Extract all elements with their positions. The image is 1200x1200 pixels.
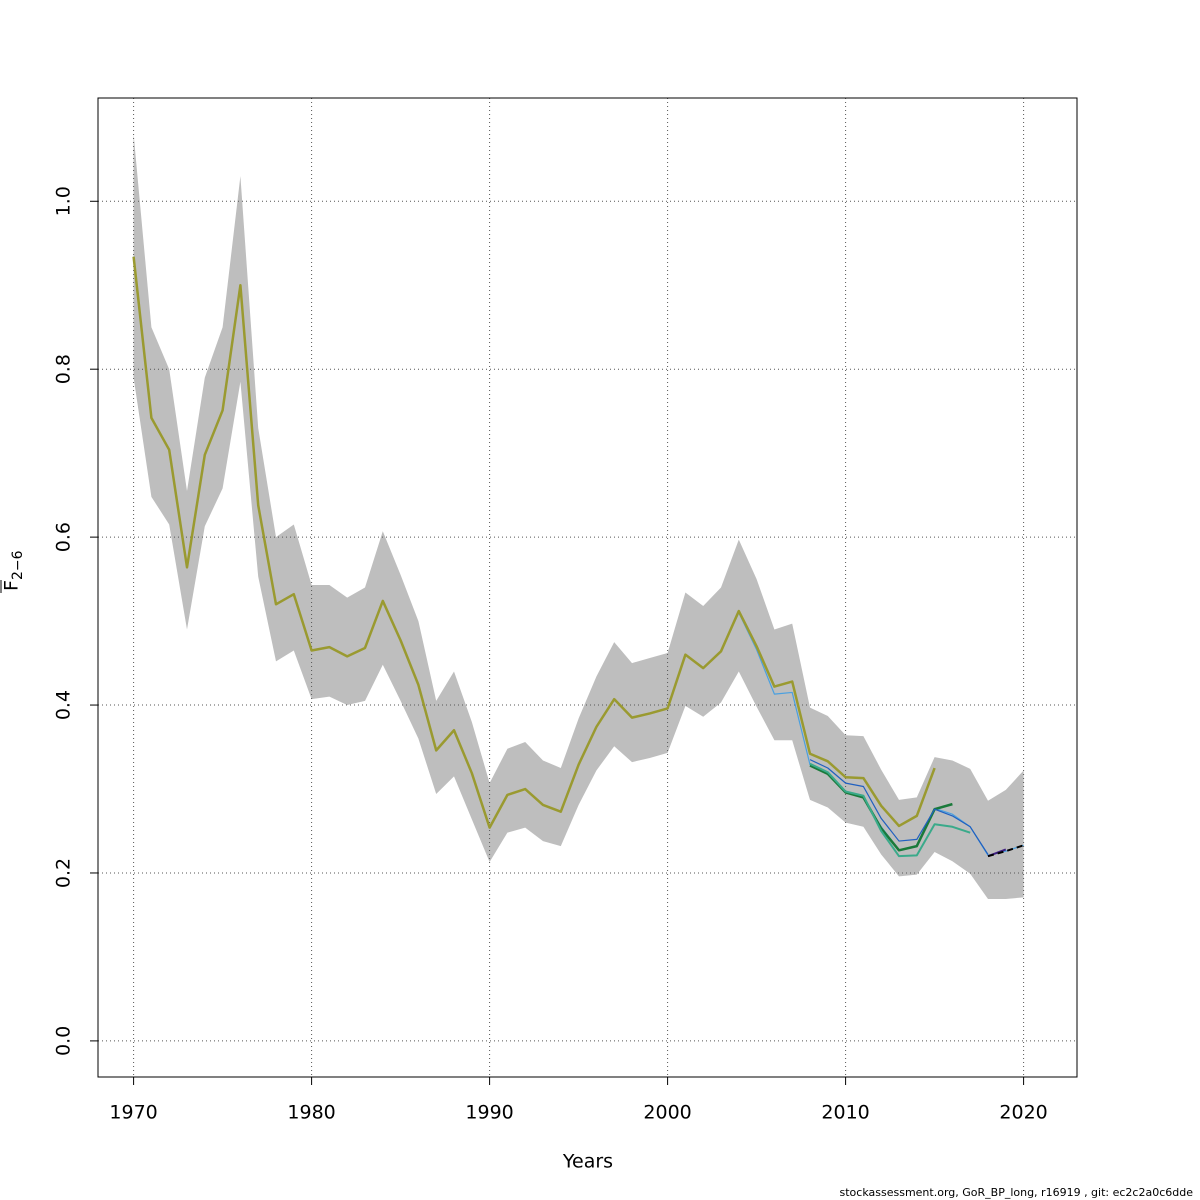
y-tick-label: 0.6 (53, 522, 75, 552)
y-tick-label-group: 1.0 (53, 186, 75, 216)
y-axis-label-sub: 2−6 (10, 550, 26, 580)
plot-frame (97, 97, 1078, 1078)
x-tick-label: 1970 (109, 1102, 157, 1124)
y-tick-label-group: 0.2 (53, 858, 75, 888)
y-tick-label: 0.2 (53, 858, 75, 888)
footnote: stockassessment.org, GoR_BP_long, r16919… (840, 1186, 1194, 1199)
x-tick-label: 1980 (287, 1102, 335, 1124)
series-line (987, 844, 1024, 858)
x-tick-label: 2020 (999, 1102, 1047, 1124)
y-tick-label: 1.0 (53, 186, 75, 216)
y-tick-label: 0.0 (53, 1026, 75, 1056)
y-axis-label-group: F 2−6 (0, 550, 26, 593)
x-tick-label: 2000 (643, 1102, 691, 1124)
y-tick-label-group: 0.8 (53, 354, 75, 384)
y-tick-label-group: 0.6 (53, 522, 75, 552)
y-tick-label: 0.8 (53, 354, 75, 384)
y-axis-label: F (1, 580, 23, 591)
confidence-band (133, 134, 1024, 900)
x-tick-label: 2010 (821, 1102, 869, 1124)
y-tick-label-group: 0.0 (53, 1026, 75, 1056)
series-line (132, 256, 936, 829)
series-line (809, 762, 971, 858)
y-tick-label-group: 0.4 (53, 690, 75, 720)
x-axis-label: Years (562, 1151, 613, 1173)
series-line (809, 759, 989, 855)
y-tick-label: 0.4 (53, 690, 75, 720)
x-tick-label: 1990 (465, 1102, 513, 1124)
